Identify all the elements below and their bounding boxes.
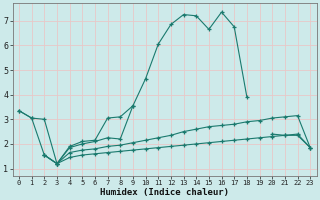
X-axis label: Humidex (Indice chaleur): Humidex (Indice chaleur)	[100, 188, 229, 197]
